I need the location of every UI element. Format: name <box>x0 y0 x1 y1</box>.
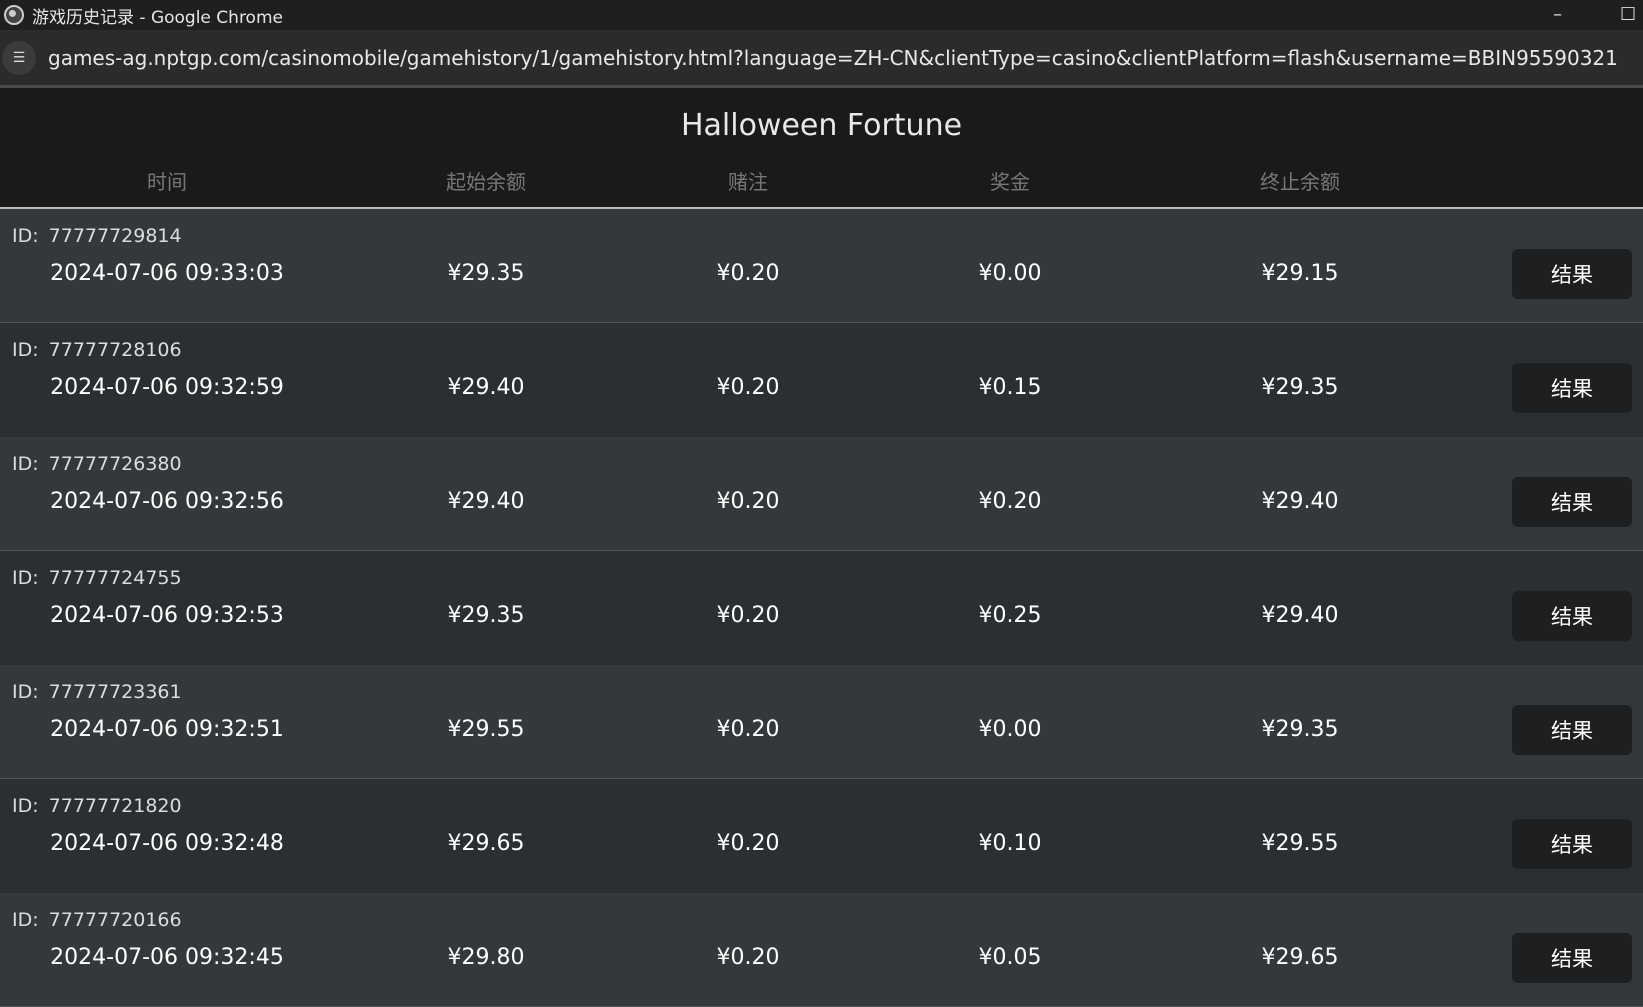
globe-icon <box>4 5 24 25</box>
id-label: ID: <box>12 567 39 589</box>
result-button[interactable]: 结果 <box>1512 363 1632 413</box>
result-button[interactable]: 结果 <box>1512 705 1632 755</box>
cell-start: ¥29.55 <box>447 717 525 742</box>
table-row: ID: 77777729814 2024-07-06 09:33:03 ¥29.35 ¥… <box>0 209 1643 323</box>
id-label: ID: <box>12 339 39 361</box>
window-titlebar: 游戏历史记录 - Google Chrome – ☐ <box>0 0 1643 30</box>
window-title: 游戏历史记录 - Google Chrome <box>32 7 283 28</box>
round-id: ID: 77777729814 <box>12 225 182 247</box>
table-row: ID: 77777726380 2024-07-06 09:32:56 ¥29.40 ¥… <box>0 437 1643 551</box>
column-win: 奖金 <box>990 170 1030 194</box>
table-row: ID: 77777724755 2024-07-06 09:32:53 ¥29.35 ¥… <box>0 551 1643 665</box>
maximize-button[interactable]: ☐ <box>1620 4 1637 25</box>
round-id: ID: 77777728106 <box>12 339 182 361</box>
cell-bet: ¥0.20 <box>716 261 780 286</box>
table-row: ID: 77777720166 2024-07-06 09:32:45 ¥29.80 ¥… <box>0 893 1643 1007</box>
result-button[interactable]: 结果 <box>1512 591 1632 641</box>
url-text[interactable]: games-ag.nptgp.com/casinomobile/gamehist… <box>48 45 1618 70</box>
cell-start: ¥29.35 <box>447 603 525 628</box>
cell-start: ¥29.35 <box>447 261 525 286</box>
round-id: ID: 77777726380 <box>12 453 182 475</box>
cell-win: ¥0.00 <box>978 261 1042 286</box>
id-value: 77777720166 <box>48 909 182 931</box>
cell-time: 2024-07-06 09:33:03 <box>50 261 284 286</box>
cell-start: ¥29.40 <box>447 375 525 400</box>
table-row: ID: 77777728106 2024-07-06 09:32:59 ¥29.40 ¥… <box>0 323 1643 437</box>
cell-bet: ¥0.20 <box>716 489 780 514</box>
cell-win: ¥0.00 <box>978 717 1042 742</box>
site-settings-icon[interactable]: ☰ <box>2 40 36 75</box>
cell-win: ¥0.15 <box>978 375 1042 400</box>
cell-end: ¥29.35 <box>1261 717 1339 742</box>
cell-end: ¥29.35 <box>1261 375 1339 400</box>
cell-end: ¥29.15 <box>1261 261 1339 286</box>
cell-time: 2024-07-06 09:32:45 <box>50 945 284 970</box>
round-id: ID: 77777724755 <box>12 567 182 589</box>
cell-start: ¥29.65 <box>447 831 525 856</box>
id-value: 77777728106 <box>48 339 182 361</box>
cell-end: ¥29.40 <box>1261 603 1339 628</box>
id-label: ID: <box>12 795 39 817</box>
id-label: ID: <box>12 681 39 703</box>
cell-time: 2024-07-06 09:32:51 <box>50 717 284 742</box>
cell-bet: ¥0.20 <box>716 603 780 628</box>
address-bar[interactable]: ☰ games-ag.nptgp.com/casinomobile/gamehi… <box>0 30 1643 88</box>
cell-time: 2024-07-06 09:32:48 <box>50 831 284 856</box>
cell-win: ¥0.05 <box>978 945 1042 970</box>
cell-bet: ¥0.20 <box>716 717 780 742</box>
cell-end: ¥29.65 <box>1261 945 1339 970</box>
round-id: ID: 77777720166 <box>12 909 182 931</box>
result-button[interactable]: 结果 <box>1512 933 1632 983</box>
round-id: ID: 77777721820 <box>12 795 182 817</box>
cell-end: ¥29.40 <box>1261 489 1339 514</box>
result-button[interactable]: 结果 <box>1512 477 1632 527</box>
cell-bet: ¥0.20 <box>716 831 780 856</box>
cell-bet: ¥0.20 <box>716 945 780 970</box>
cell-time: 2024-07-06 09:32:59 <box>50 375 284 400</box>
id-value: 77777726380 <box>48 453 182 475</box>
column-bet: 赌注 <box>728 170 768 194</box>
id-value: 77777723361 <box>48 681 182 703</box>
table-row: ID: 77777723361 2024-07-06 09:32:51 ¥29.55 ¥… <box>0 665 1643 779</box>
column-time: 时间 <box>147 170 187 194</box>
table-header: Halloween Fortune 时间 起始余额 赌注 奖金 终止余额 <box>0 88 1643 209</box>
round-id: ID: 77777723361 <box>12 681 182 703</box>
id-label: ID: <box>12 453 39 475</box>
column-end-balance: 终止余额 <box>1260 170 1340 194</box>
cell-end: ¥29.55 <box>1261 831 1339 856</box>
result-button[interactable]: 结果 <box>1512 249 1632 299</box>
cell-win: ¥0.25 <box>978 603 1042 628</box>
id-label: ID: <box>12 909 39 931</box>
cell-bet: ¥0.20 <box>716 375 780 400</box>
column-start-balance: 起始余额 <box>446 170 526 194</box>
minimize-button[interactable]: – <box>1553 4 1562 25</box>
cell-start: ¥29.80 <box>447 945 525 970</box>
cell-win: ¥0.20 <box>978 489 1042 514</box>
cell-time: 2024-07-06 09:32:56 <box>50 489 284 514</box>
id-label: ID: <box>12 225 39 247</box>
history-list: ID: 77777729814 2024-07-06 09:33:03 ¥29.35 ¥… <box>0 209 1643 1007</box>
result-button[interactable]: 结果 <box>1512 819 1632 869</box>
cell-time: 2024-07-06 09:32:53 <box>50 603 284 628</box>
cell-win: ¥0.10 <box>978 831 1042 856</box>
id-value: 77777729814 <box>48 225 182 247</box>
id-value: 77777724755 <box>48 567 182 589</box>
table-row: ID: 77777721820 2024-07-06 09:32:48 ¥29.65 ¥… <box>0 779 1643 893</box>
game-title: Halloween Fortune <box>680 108 963 143</box>
cell-start: ¥29.40 <box>447 489 525 514</box>
id-value: 77777721820 <box>48 795 182 817</box>
